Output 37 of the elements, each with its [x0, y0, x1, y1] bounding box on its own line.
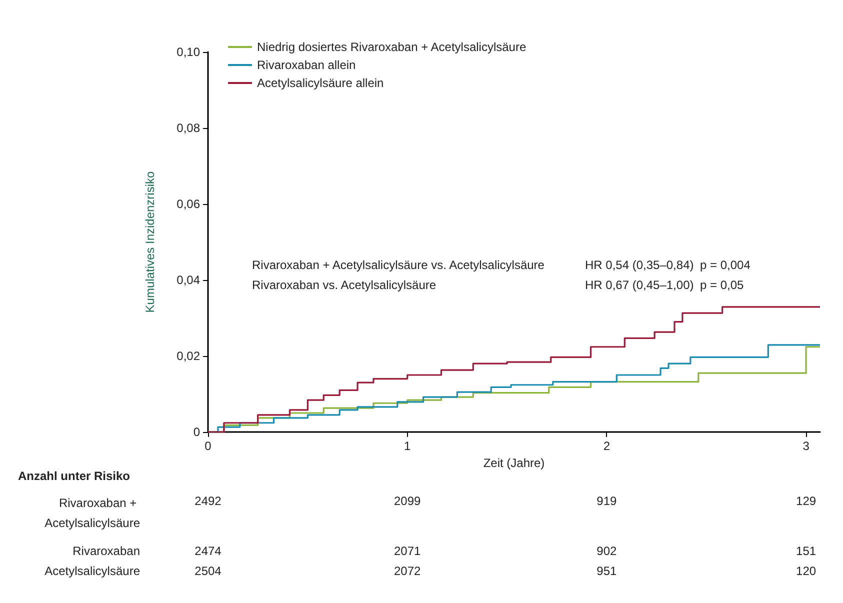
text: 2072 [394, 564, 422, 578]
legend-label: Rivaroxaban allein [257, 58, 356, 72]
text: Rivaroxaban [72, 544, 140, 558]
y-tick-label: 0,06 [176, 197, 200, 211]
annotation: HR 0,67 (0,45–1,00) [585, 278, 694, 292]
text: 2099 [394, 494, 422, 508]
text: 2474 [194, 544, 222, 558]
text: 902 [596, 544, 618, 558]
text: 951 [596, 564, 618, 578]
legend-label: Acetylsalicylsäure allein [257, 76, 384, 90]
x-tick-label: 3 [802, 439, 810, 453]
y-axis-title: Kumulatives Inzidenzrisiko [143, 170, 157, 313]
text: 2504 [194, 564, 222, 578]
annotation: p = 0,05 [700, 278, 744, 292]
text: 919 [596, 494, 618, 508]
x-tick-label: 1 [404, 439, 412, 453]
x-axis-title: Zeit (Jahre) [483, 456, 545, 470]
y-tick-label: 0,08 [176, 121, 200, 135]
text: 2492 [194, 494, 222, 508]
text: Anzahl unter Risiko [18, 469, 130, 483]
text: 120 [796, 564, 816, 578]
text: Rivaroxaban + Acetylsalicylsäure [44, 496, 140, 530]
text: Acetylsalicylsäure [44, 564, 140, 578]
y-tick-label: 0,04 [176, 273, 200, 287]
annotation: Rivaroxaban vs. Acetylsalicylsäure [252, 278, 436, 292]
y-tick-label: 0,10 [176, 45, 200, 59]
y-tick-label: 0 [193, 425, 200, 439]
x-tick-label: 0 [204, 439, 212, 453]
text: 2071 [394, 544, 422, 558]
annotation: p = 0,004 [700, 258, 751, 272]
legend-label: Niedrig dosiertes Rivaroxaban + Acetylsalicylsäure [257, 40, 526, 54]
annotation: HR 0,54 (0,35–0,84) [585, 258, 694, 272]
annotation: Rivaroxaban + Acetylsalicylsäure vs. Acetylsalicylsäure [252, 258, 545, 272]
x-tick-label: 2 [603, 439, 610, 453]
text: 129 [796, 494, 816, 508]
y-tick-label: 0,02 [176, 349, 200, 363]
text: 151 [796, 544, 816, 558]
